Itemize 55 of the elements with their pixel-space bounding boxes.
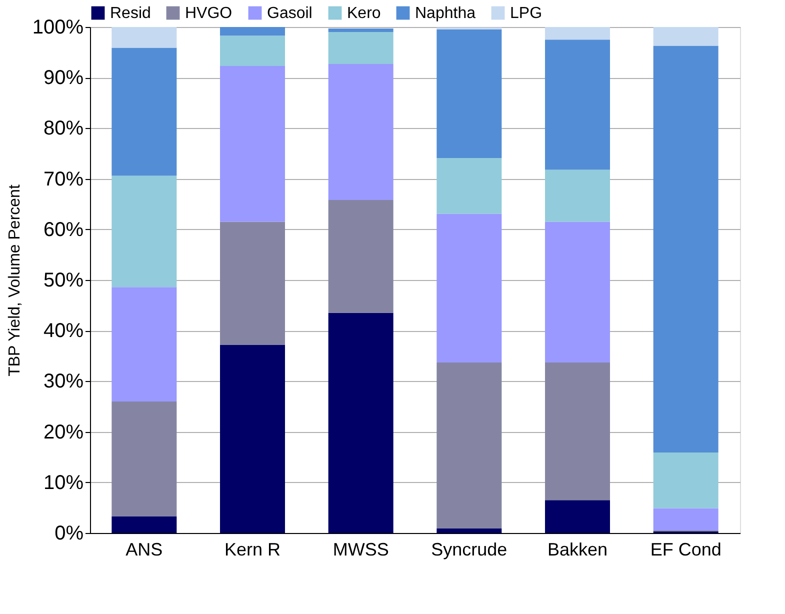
bar	[112, 401, 177, 516]
y-tick-label: 30%	[43, 370, 84, 393]
bar	[545, 27, 610, 40]
y-tick-label: 50%	[43, 270, 84, 292]
x-tick-label: MWSS	[332, 540, 389, 560]
bar	[220, 222, 285, 345]
bar	[112, 176, 177, 288]
bar	[112, 27, 177, 48]
x-tick-label: EF Cond	[650, 540, 722, 560]
y-tick-label: 90%	[43, 67, 84, 90]
bar	[436, 362, 502, 528]
y-tick-label: 0%	[54, 522, 84, 544]
bar	[328, 64, 394, 200]
bar	[112, 516, 177, 533]
bar	[328, 312, 394, 533]
bar	[653, 508, 718, 530]
bar	[653, 452, 718, 508]
y-tick-label: 10%	[43, 472, 84, 494]
legend-label: Gasoil	[267, 5, 312, 22]
y-tick-label: 60%	[43, 218, 84, 241]
bar	[112, 48, 177, 176]
y-axis-title: TBP Yield, Volume Percent	[6, 184, 24, 376]
bar	[436, 158, 502, 214]
x-tick-label: Syncrude	[431, 540, 508, 560]
bar	[436, 30, 502, 158]
bar	[653, 27, 718, 46]
y-tick-label: 70%	[43, 168, 84, 190]
bar	[220, 27, 285, 36]
legend-label: Resid	[110, 5, 151, 22]
bar	[436, 528, 502, 533]
legend-label: Naphtha	[415, 5, 476, 22]
bar	[545, 222, 610, 362]
x-tick-label: Bakken	[547, 540, 608, 560]
y-tick-label: 40%	[43, 320, 84, 342]
y-tick-label: 100%	[32, 16, 84, 38]
y-tick-label: 80%	[43, 118, 84, 140]
legend-label: HVGO	[185, 5, 232, 22]
bar	[220, 344, 285, 533]
bar	[436, 214, 502, 362]
bar	[220, 66, 285, 222]
x-tick-label: ANS	[126, 540, 163, 560]
bar	[545, 40, 610, 170]
bar	[220, 36, 285, 66]
bar	[328, 200, 394, 313]
legend-label: LPG	[510, 5, 542, 22]
x-tick-label: Kern R	[224, 540, 281, 560]
bar	[328, 32, 394, 64]
bar	[545, 170, 610, 222]
bar	[653, 46, 718, 453]
bar	[328, 28, 394, 32]
legend-label: Kero	[347, 5, 381, 22]
y-tick-label: 20%	[43, 421, 84, 444]
bar	[112, 287, 177, 402]
bar	[545, 500, 610, 533]
bar	[545, 362, 610, 500]
